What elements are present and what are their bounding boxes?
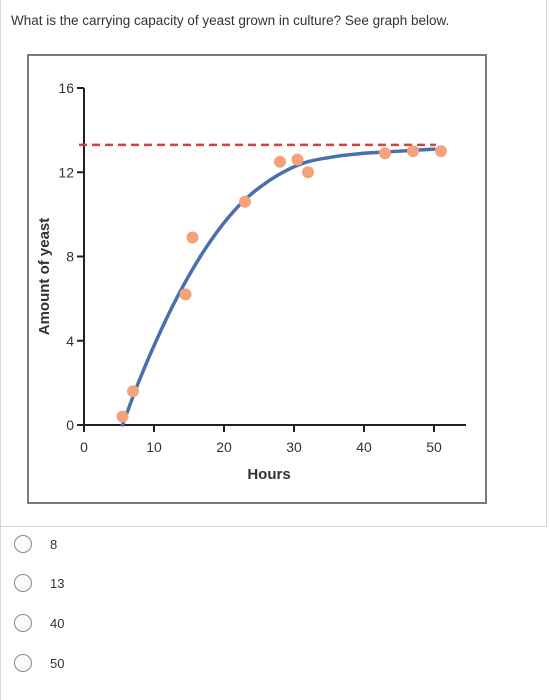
- x-tick-label: 20: [216, 439, 232, 455]
- data-point: [239, 195, 251, 208]
- choice-8[interactable]: 8: [14, 533, 57, 555]
- x-tick-label: 40: [356, 439, 372, 455]
- y-tick-label: 4: [66, 333, 74, 349]
- x-tick-label: 10: [146, 439, 162, 455]
- y-tick-label: 0: [66, 417, 74, 433]
- radio-button[interactable]: [14, 654, 32, 672]
- choice-label: 40: [50, 615, 65, 631]
- choice-label: 13: [50, 575, 65, 591]
- choice-50[interactable]: 50: [14, 652, 64, 674]
- radio-button[interactable]: [14, 614, 32, 632]
- y-tick-label: 12: [58, 164, 74, 180]
- x-tick-label: 0: [80, 439, 88, 455]
- answer-choices: 8 13 40 50: [0, 527, 547, 700]
- yeast-growth-chart: 0 4 8 12 16 0 10 20 30 40 50 Hours Amount of yeast: [36, 80, 466, 483]
- data-point: [179, 288, 192, 301]
- points-layer: [116, 145, 447, 423]
- data-point: [379, 147, 391, 160]
- choice-label: 8: [50, 536, 58, 552]
- data-point: [127, 385, 139, 398]
- data-point: [274, 155, 286, 168]
- axes-layer: 0 4 8 12 16 0 10 20 30 40 50: [58, 80, 466, 455]
- data-point: [435, 145, 447, 158]
- chart-frame: 0 4 8 12 16 0 10 20 30 40 50 Hours Amount of yeast: [27, 54, 487, 504]
- choice-label: 50: [50, 655, 65, 671]
- y-axis-title: Amount of yeast: [36, 218, 53, 336]
- question-card: What is the carrying capacity of yeast g…: [0, 0, 547, 527]
- data-point: [302, 166, 314, 179]
- x-tick-label: 30: [286, 439, 302, 455]
- data-point: [291, 153, 304, 166]
- choice-13[interactable]: 13: [14, 572, 64, 594]
- radio-button[interactable]: [14, 535, 32, 553]
- radio-button[interactable]: [14, 574, 32, 592]
- growth-curve: [120, 147, 436, 427]
- x-axis-title: Hours: [247, 466, 290, 483]
- y-tick-label: 8: [66, 249, 74, 265]
- data-point: [116, 410, 129, 423]
- x-tick-label: 50: [426, 439, 442, 455]
- choice-40[interactable]: 40: [14, 612, 64, 634]
- data-point: [186, 231, 199, 244]
- y-tick-label: 16: [58, 80, 74, 96]
- data-point: [407, 145, 419, 158]
- question-text: What is the carrying capacity of yeast g…: [11, 13, 450, 28]
- curve-layer: [120, 147, 436, 427]
